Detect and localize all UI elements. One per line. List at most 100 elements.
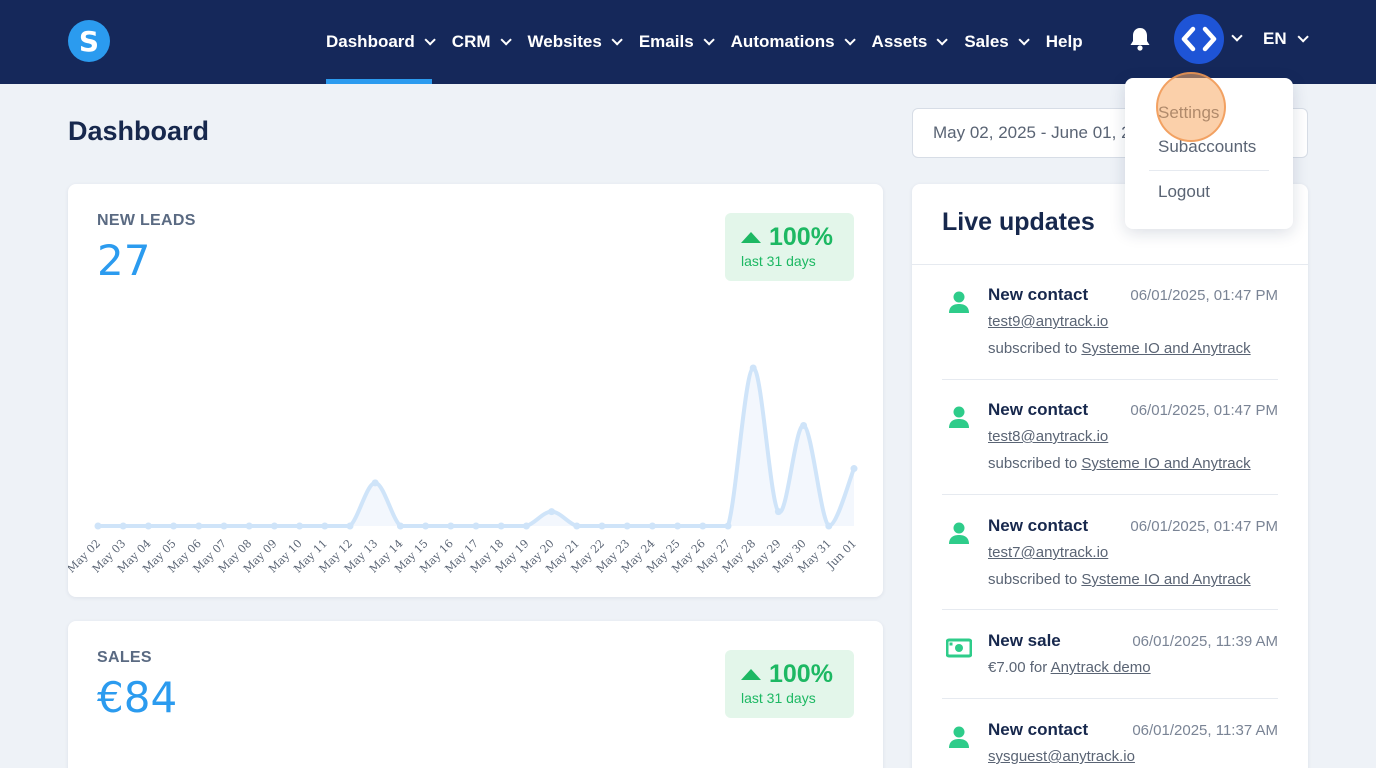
logo-letter: S <box>78 24 100 58</box>
chevron-down-icon <box>936 34 949 46</box>
nav-websites-label: Websites <box>527 32 602 51</box>
user-icon <box>949 726 969 748</box>
arrow-up-icon <box>741 232 761 243</box>
chevron-down-icon <box>424 34 436 46</box>
chart-point <box>623 522 631 530</box>
contact-email-link[interactable]: test9@anytrack.io <box>988 313 1109 330</box>
live-update-item: New contact 06/01/2025, 01:47 PM test7@a… <box>942 516 1278 610</box>
chevron-down-icon <box>1018 34 1030 46</box>
nav-websites[interactable]: Websites <box>527 0 623 84</box>
nav-assets[interactable]: Assets <box>871 0 949 84</box>
menu-item-subaccounts[interactable]: Subaccounts <box>1158 137 1257 156</box>
chart-point <box>598 522 606 530</box>
funnel-link[interactable]: Systeme IO and Anytrack <box>1081 455 1251 472</box>
contact-email-link[interactable]: test7@anytrack.io <box>988 544 1109 561</box>
chart-point <box>245 522 253 530</box>
chart-point <box>422 522 430 530</box>
update-time: 06/01/2025, 11:39 AM <box>1132 633 1278 650</box>
chart-point <box>170 522 178 530</box>
menu-divider <box>1149 170 1269 171</box>
new-leads-change: 100% <box>769 223 833 251</box>
update-prefix: subscribed to <box>988 571 1078 588</box>
menu-item-logout[interactable]: Logout <box>1158 182 1210 201</box>
nav-dashboard-label: Dashboard <box>326 32 415 51</box>
menu-item-settings[interactable]: Settings <box>1158 103 1220 122</box>
chart-point <box>296 522 304 530</box>
live-update-item: New contact 06/01/2025, 01:47 PM test8@a… <box>942 400 1278 495</box>
chart-point <box>270 522 278 530</box>
funnel-link[interactable]: Systeme IO and Anytrack <box>1081 340 1251 357</box>
update-type: New contact <box>988 285 1089 304</box>
chevron-down-icon[interactable] <box>1231 30 1243 42</box>
chart-point <box>774 508 782 516</box>
chart-point <box>497 522 505 530</box>
chart-point <box>396 522 404 530</box>
nav-automations-label: Automations <box>730 32 835 51</box>
nav-sales[interactable]: Sales <box>964 0 1030 84</box>
chart-point <box>371 479 379 487</box>
user-avatar[interactable] <box>1174 14 1224 64</box>
chart-point <box>825 522 833 530</box>
language-label: EN <box>1263 29 1287 48</box>
new-leads-label: NEW LEADS <box>97 212 196 229</box>
chart-point <box>144 522 152 530</box>
update-type: New contact <box>988 400 1089 419</box>
nav-automations[interactable]: Automations <box>730 0 856 84</box>
sales-period: last 31 days <box>741 690 816 706</box>
chevron-down-icon <box>611 34 623 46</box>
update-type: New contact <box>988 516 1089 535</box>
chart-point <box>573 522 581 530</box>
new-leads-value: 27 <box>97 236 151 285</box>
live-update-item: New sale 06/01/2025, 11:39 AM €7.00 for … <box>942 631 1278 699</box>
chart-point <box>346 522 354 530</box>
live-updates-title: Live updates <box>942 208 1095 236</box>
live-update-item: New contact 06/01/2025, 01:47 PM test9@a… <box>942 285 1278 380</box>
nav-emails[interactable]: Emails <box>639 0 715 84</box>
divider <box>912 264 1308 265</box>
funnel-link[interactable]: Systeme IO and Anytrack <box>1081 571 1251 588</box>
notifications-bell-icon[interactable] <box>1128 26 1152 52</box>
new-leads-card: NEW LEADS 27 100% last 31 days May 02 May… <box>68 184 883 597</box>
nav-sales-label: Sales <box>964 32 1009 51</box>
chart-point <box>699 522 707 530</box>
update-prefix: subscribed to <box>988 455 1078 472</box>
update-type: New sale <box>988 631 1061 650</box>
chart-point <box>220 522 228 530</box>
chart-point <box>674 522 682 530</box>
live-updates-card: Live updates New contact 06/01/2025, 01:… <box>912 184 1308 768</box>
date-range-value: May 02, 2025 - June 01, 2025 <box>933 123 1159 142</box>
user-icon <box>949 291 969 313</box>
user-icon <box>949 522 969 544</box>
nav-assets-label: Assets <box>871 32 928 51</box>
sales-value: €84 <box>97 673 178 722</box>
page-title: Dashboard <box>68 116 210 146</box>
sales-change-badge: 100% last 31 days <box>725 650 854 718</box>
chart-point <box>321 522 329 530</box>
live-update-item: New contact 06/01/2025, 11:37 AM sysgues… <box>942 720 1278 768</box>
new-leads-period: last 31 days <box>741 253 816 269</box>
chart-point <box>648 522 656 530</box>
nav-help[interactable]: Help <box>1046 0 1083 84</box>
sales-label: SALES <box>97 649 152 666</box>
chart-point <box>472 522 480 530</box>
chart-point <box>522 522 530 530</box>
contact-email-link[interactable]: sysguest@anytrack.io <box>988 748 1135 765</box>
code-brackets-icon <box>1181 26 1217 52</box>
nav-help-label: Help <box>1045 32 1083 51</box>
sales-card: SALES €84 100% last 31 days <box>68 621 883 768</box>
update-time: 06/01/2025, 01:47 PM <box>1130 287 1278 304</box>
main-nav: Dashboard CRM Websites Emails Automation… <box>326 0 1101 84</box>
update-type: New contact <box>988 720 1089 739</box>
update-prefix: subscribed to <box>988 340 1078 357</box>
nav-crm[interactable]: CRM <box>452 0 512 84</box>
chart-point <box>724 522 732 530</box>
contact-email-link[interactable]: test8@anytrack.io <box>988 428 1109 445</box>
language-selector[interactable]: EN <box>1263 0 1309 78</box>
nav-dashboard[interactable]: Dashboard <box>326 0 436 84</box>
chevron-down-icon <box>703 34 715 46</box>
brand-logo[interactable]: S <box>68 20 110 62</box>
update-time: 06/01/2025, 11:37 AM <box>1132 722 1278 739</box>
product-link[interactable]: Anytrack demo <box>1050 659 1151 676</box>
chart-point <box>749 364 757 372</box>
